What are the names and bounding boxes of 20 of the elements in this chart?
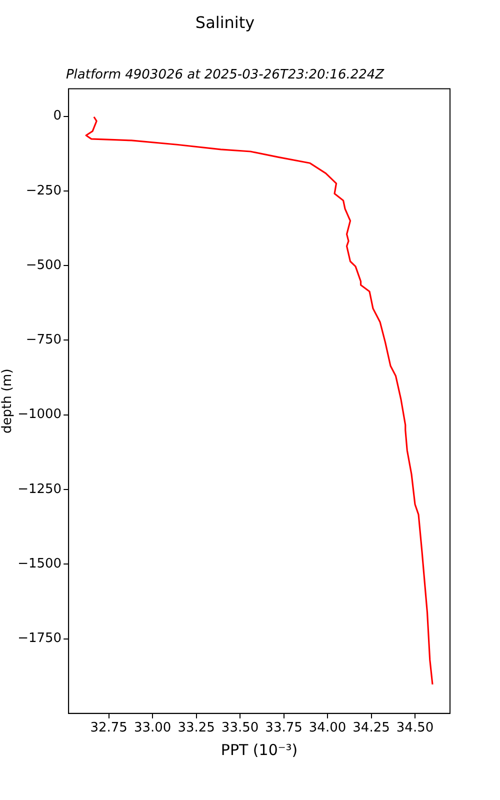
chart-title: Salinity bbox=[195, 12, 255, 32]
x-tick-label: 33.50 bbox=[221, 720, 259, 736]
y-tick-label: −1000 bbox=[18, 407, 62, 422]
y-tick-label: −1250 bbox=[18, 482, 62, 497]
chart-subtitle: Platform 4903026 at 2025-03-26T23:20:16.224Z bbox=[66, 67, 386, 82]
x-tick-label: 34.50 bbox=[396, 720, 434, 736]
y-tick-label: 0 bbox=[53, 108, 62, 124]
x-axis-title: PPT (10⁻³) bbox=[220, 740, 298, 759]
y-tick-label: −500 bbox=[26, 258, 62, 273]
x-tick-label: 34.00 bbox=[308, 720, 346, 736]
x-tick-label: 32.75 bbox=[90, 720, 128, 736]
x-tick-label: 33.25 bbox=[178, 720, 215, 736]
x-tick-label: 33.75 bbox=[265, 720, 302, 736]
y-tick-label: −1500 bbox=[18, 556, 62, 572]
x-tick-label: 33.00 bbox=[134, 720, 172, 736]
y-tick-label: −250 bbox=[26, 183, 62, 198]
y-axis-title: depth (m) bbox=[0, 368, 16, 434]
y-tick-label: −1750 bbox=[18, 631, 62, 646]
y-tick-label: −750 bbox=[26, 332, 62, 348]
x-tick-label: 34.25 bbox=[352, 720, 390, 736]
